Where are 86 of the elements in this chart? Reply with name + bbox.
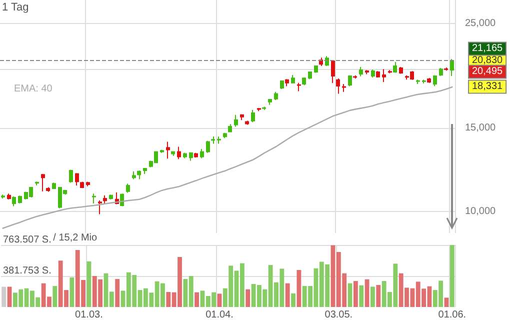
candlestick (126, 183, 130, 194)
candlestick (69, 169, 73, 184)
candlestick (194, 152, 198, 158)
candlestick (217, 136, 221, 144)
candlestick (166, 141, 170, 160)
candlestick (52, 182, 56, 190)
y-tick-label: 381.753 S. (3, 266, 52, 276)
y-tick-label: 10,000 (465, 206, 496, 217)
candlestick (211, 136, 215, 144)
candlestick (75, 172, 79, 186)
candlestick (450, 58, 454, 76)
candlestick (416, 79, 420, 84)
candlestick (98, 200, 102, 215)
x-tick-label: 01.03. (75, 310, 103, 320)
candlestick (297, 82, 301, 92)
candlestick (103, 194, 107, 204)
candlestick (257, 107, 261, 112)
candlestick (177, 146, 181, 160)
candlestick (206, 140, 210, 154)
candlestick (132, 170, 136, 180)
candlestick (143, 168, 147, 174)
text: 21,165 (472, 43, 504, 54)
candlestick (308, 71, 312, 80)
x-tick-label: 01.06. (438, 310, 466, 320)
candlestick (342, 83, 346, 92)
candlestick (376, 70, 380, 78)
candlestick (348, 74, 352, 87)
candlestick (365, 70, 369, 75)
candlestick (422, 79, 426, 84)
candlestick (109, 194, 113, 200)
candlestick (433, 74, 437, 87)
candlestick (439, 68, 443, 76)
candlestick (46, 186, 50, 192)
candlestick (359, 66, 363, 77)
candlestick (371, 69, 375, 78)
candlestick (234, 114, 238, 128)
candlestick (285, 78, 289, 87)
candlestick (35, 181, 39, 186)
candlestick (262, 106, 266, 110)
candlestick (302, 76, 306, 86)
candlestick (12, 196, 16, 207)
candlestick (268, 98, 272, 106)
candlestick (280, 80, 284, 90)
candlestick (353, 74, 357, 80)
candlestick (291, 74, 295, 84)
text: 18,331 (472, 81, 504, 92)
line-series (2, 86, 453, 229)
chart-subtitle: 1 Tag (2, 2, 29, 14)
candlestick (388, 70, 392, 74)
candlestick (1, 194, 5, 199)
y-tick-label: 25,000 (465, 18, 496, 29)
candlestick (382, 68, 386, 82)
candlestick (245, 120, 249, 126)
candlestick (171, 150, 175, 156)
candlestick (314, 65, 318, 74)
candlestick (393, 62, 397, 74)
y-tick-label: 763.507 S. (3, 234, 52, 246)
candlestick (444, 67, 448, 72)
candlestick (92, 193, 96, 204)
candlestick (189, 152, 193, 162)
candlestick (18, 195, 22, 204)
x-tick-label: 03.05. (324, 310, 353, 320)
candlestick (41, 173, 45, 192)
candlestick (240, 114, 244, 121)
candlestick (325, 56, 329, 67)
candlestick (331, 60, 335, 84)
candlestick (274, 91, 278, 101)
candlestick (223, 132, 227, 138)
candlestick (137, 170, 141, 180)
candlestick (399, 66, 403, 74)
candlestick (336, 78, 340, 94)
text: 20,495 (472, 66, 504, 78)
candlestick (183, 152, 187, 159)
candlestick (251, 109, 255, 123)
candlestick (7, 193, 11, 200)
x-tick-label: 01.04. (206, 310, 234, 320)
candlestick (80, 181, 84, 189)
ref-line-label: 20,830 (472, 55, 504, 66)
text: EMA: 40 (14, 84, 53, 94)
y-tick-label: 15,000 (465, 122, 496, 134)
candlestick (427, 77, 431, 84)
candlestick (160, 149, 164, 154)
annotation: / 15,2 Mio (53, 232, 98, 244)
candlestick (200, 148, 204, 159)
candlestick (86, 181, 90, 187)
candlestick (228, 124, 232, 133)
